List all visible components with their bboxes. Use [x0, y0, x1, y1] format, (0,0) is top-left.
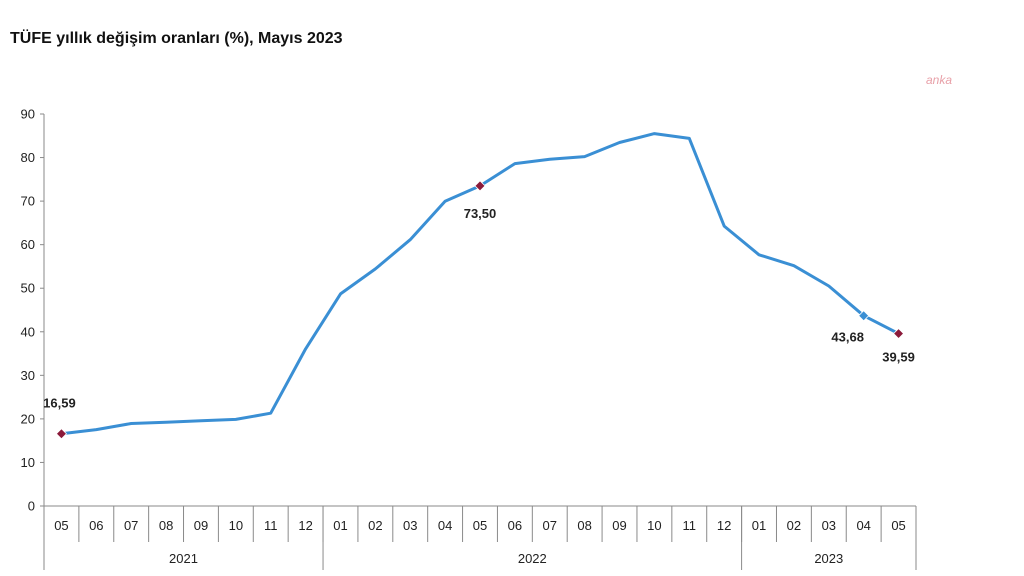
data-point-marker [474, 180, 486, 192]
y-tick-label: 40 [21, 324, 35, 339]
x-tick-label: 05 [891, 518, 905, 533]
y-tick-label: 0 [28, 499, 35, 514]
y-tick-label: 90 [21, 107, 35, 122]
data-point-marker [55, 428, 68, 440]
data-point-marker [892, 327, 905, 340]
data-label: 39,59 [882, 350, 915, 365]
x-tick-label: 12 [717, 518, 731, 533]
x-tick-label: 11 [683, 518, 697, 533]
y-tick-label: 80 [21, 150, 35, 165]
y-tick-label: 30 [21, 368, 35, 383]
watermark-logo: anka [926, 73, 953, 87]
x-tick-label: 08 [159, 518, 173, 533]
year-label: 2021 [169, 551, 198, 566]
x-tick-label: 07 [543, 518, 557, 533]
x-tick-label: 07 [124, 518, 138, 533]
series-line [59, 132, 901, 436]
x-tick-label: 06 [89, 518, 103, 533]
year-label: 2022 [518, 551, 547, 566]
x-tick-label: 03 [822, 518, 836, 533]
x-tick-label: 05 [54, 518, 68, 533]
data-label: 43,68 [831, 330, 864, 345]
x-tick-label: 03 [403, 518, 417, 533]
y-tick-label: 70 [21, 194, 35, 209]
y-tick-label: 10 [21, 455, 35, 470]
x-tick-label: 09 [194, 518, 208, 533]
x-tick-label: 04 [438, 518, 452, 533]
x-tick-label: 05 [473, 518, 487, 533]
y-tick-label: 20 [21, 411, 35, 426]
x-tick-label: 10 [647, 518, 661, 533]
x-tick-label: 09 [612, 518, 626, 533]
x-tick-label: 02 [787, 518, 801, 533]
data-label: 16,59 [43, 396, 76, 411]
year-label: 2023 [814, 551, 843, 566]
x-tick-label: 12 [298, 518, 312, 533]
x-tick-label: 01 [333, 518, 347, 533]
x-tick-label: 10 [229, 518, 243, 533]
x-tick-label: 11 [264, 518, 278, 533]
x-tick-label: 08 [577, 518, 591, 533]
y-tick-label: 60 [21, 237, 35, 252]
chart-series [59, 132, 901, 436]
data-label: 73,50 [464, 206, 497, 221]
chart-title: TÜFE yıllık değişim oranları (%), Mayıs … [10, 30, 343, 47]
x-tick-label: 01 [752, 518, 766, 533]
data-point-marker [858, 310, 870, 322]
x-tick-label: 04 [856, 518, 870, 533]
chart-annotations: 16,59 73,50 43,68 39,59 [43, 180, 915, 440]
x-tick-label: 06 [508, 518, 522, 533]
x-tick-label: 02 [368, 518, 382, 533]
y-tick-label: 50 [21, 281, 35, 296]
